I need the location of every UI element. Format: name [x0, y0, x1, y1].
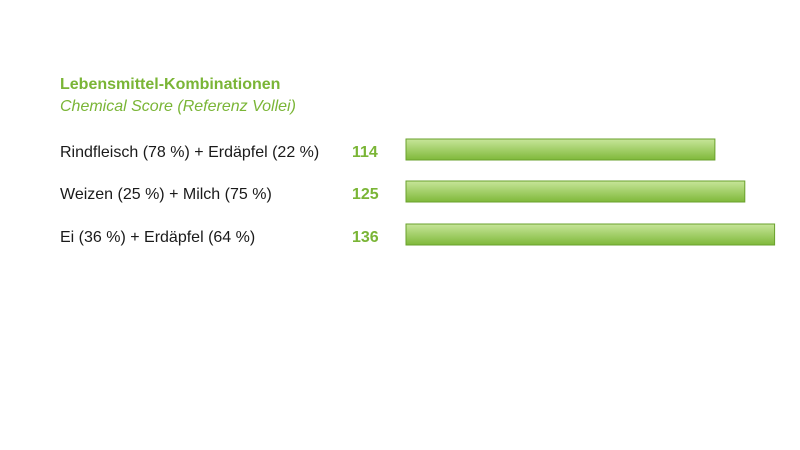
bar [405, 223, 776, 246]
data-label: 136 [352, 229, 379, 246]
bar [405, 138, 716, 161]
data-label: 125 [352, 186, 379, 203]
bar [405, 180, 746, 203]
category-label: Rindfleisch (78 %) + Erdäpfel (22 %) [60, 144, 320, 161]
chart-title: Lebensmittel-Kombinationen [60, 76, 281, 93]
data-label: 114 [352, 144, 378, 161]
category-label: Ei (36 %) + Erdäpfel (64 %) [60, 229, 256, 246]
chart-subtitle: Chemical Score (Referenz Vollei) [60, 98, 296, 115]
category-label: Weizen (25 %) + Milch (75 %) [60, 186, 272, 203]
